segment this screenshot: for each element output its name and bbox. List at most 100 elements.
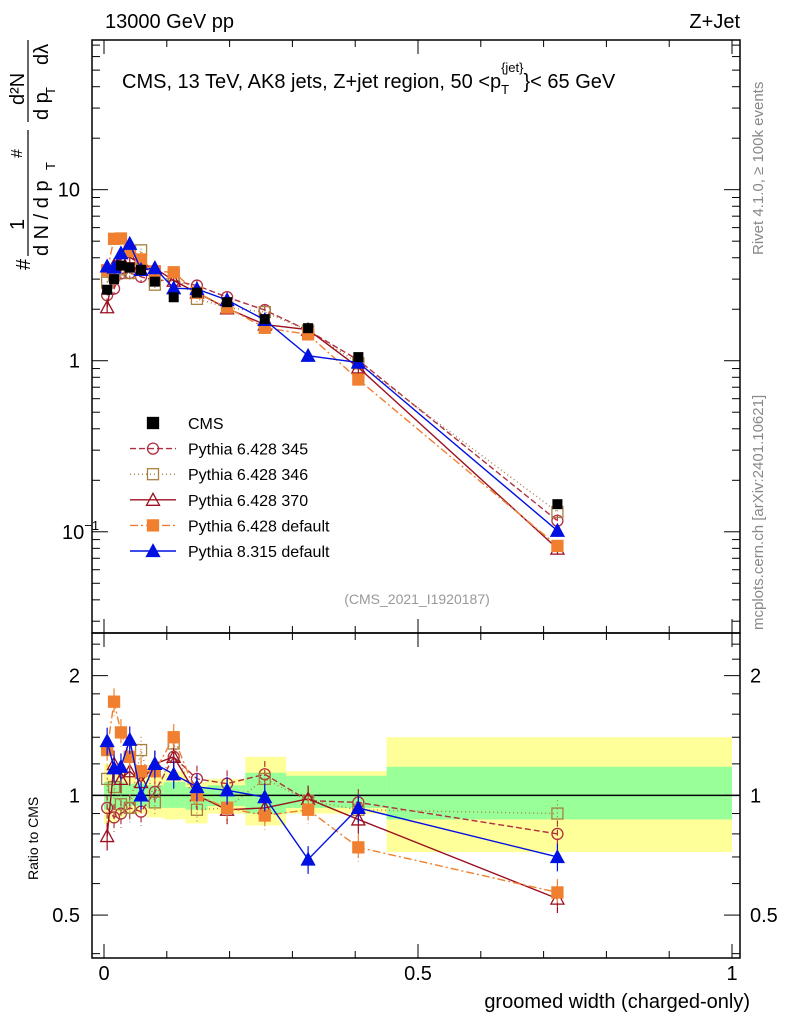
cms-data-point	[115, 260, 126, 271]
x-tick-label: 1	[726, 963, 737, 985]
ratio-tick-label: 1	[750, 785, 761, 807]
data-point	[258, 809, 271, 822]
data-point	[549, 849, 566, 864]
cms-data-point	[136, 264, 147, 275]
legend-marker	[146, 519, 160, 532]
svg-text:d²N: d²N	[7, 73, 29, 105]
ratio-tick-label: 2	[69, 666, 80, 688]
main-panel: 0 0.5 1 10−1 1 10 CMS Pythia 6.428 345 Pythia 6.…	[58, 39, 741, 985]
data-point	[99, 299, 115, 314]
data-point	[167, 266, 180, 279]
x-axis-label: groomed width (charged-only)	[484, 991, 750, 1013]
legend-label: Pythia 6.428 default	[188, 518, 330, 535]
svg-text:1: 1	[7, 219, 29, 230]
data-point	[350, 811, 366, 826]
svg-text:T: T	[43, 87, 58, 95]
x-tick-label: 0.5	[404, 963, 432, 985]
chart-title: CMS, 13 TeV, AK8 jets, Z+jet region, 50 …	[122, 60, 616, 97]
data-point	[113, 771, 129, 786]
cms-data-point	[259, 314, 270, 325]
svg-text:#: #	[9, 149, 26, 158]
legend-label: CMS	[188, 416, 224, 433]
svg-text:d N / d p: d N / d p	[31, 180, 53, 256]
data-point	[352, 841, 365, 854]
data-point	[551, 886, 564, 899]
ratio-tick-label: 0.5	[52, 905, 80, 927]
legend-marker	[146, 468, 160, 481]
data-point	[167, 731, 180, 744]
data-point	[352, 373, 365, 386]
legend-marker	[145, 543, 161, 558]
cms-data-point	[353, 352, 364, 363]
svg-text:#: #	[13, 258, 35, 270]
data-point	[219, 782, 235, 797]
data-point	[113, 245, 129, 260]
legend-label: Pythia 6.428 346	[188, 467, 308, 484]
legend-label: Pythia 6.428 370	[188, 493, 308, 510]
data-point	[123, 801, 136, 815]
side-text-bottom: mcplots.cern.ch [arXiv:2401.10621]	[750, 395, 767, 630]
data-point	[189, 779, 205, 794]
data-point	[551, 807, 564, 820]
svg-text:d p: d p	[31, 92, 53, 120]
data-point	[300, 851, 316, 866]
legend-label: Pythia 6.428 345	[188, 442, 308, 459]
legend-marker	[145, 491, 161, 506]
data-point	[350, 800, 366, 815]
side-text-top: Rivet 4.1.0, ≥ 100k events	[750, 82, 767, 255]
ratio-panel: 0.5 0.5 1 1 2 2	[52, 643, 778, 955]
legend-marker	[146, 416, 160, 430]
ratio-tick-label: 1	[69, 785, 80, 807]
data-point	[122, 731, 138, 746]
ratio-tick-label: 2	[750, 666, 761, 688]
data-point	[147, 756, 163, 771]
data-point	[114, 726, 128, 739]
ratio-y-label: Ratio to CMS	[25, 797, 41, 880]
x-tick-label: 0	[98, 963, 109, 985]
data-point	[100, 801, 114, 815]
data-point	[166, 766, 182, 781]
data-point	[257, 789, 273, 804]
data-point	[114, 232, 128, 245]
data-point	[133, 787, 149, 802]
data-point	[99, 828, 115, 843]
legend: CMS Pythia 6.428 345 Pythia 6.428 346 Pythi…	[130, 416, 330, 561]
cms-data-point	[191, 287, 202, 298]
header-left: 13000 GeV pp	[105, 11, 234, 33]
data-point	[551, 539, 564, 553]
y-axis-label: # 1 d N / d p T # d²N d p T dλ	[7, 40, 58, 270]
data-point	[107, 695, 121, 708]
cms-data-point	[102, 284, 113, 295]
svg-text:dλ: dλ	[31, 44, 53, 65]
y-tick-label: 10−1	[62, 518, 99, 544]
uncertainty-band-green	[386, 766, 732, 820]
svg-text:T: T	[43, 162, 58, 170]
legend-label: Pythia 8.315 default	[188, 544, 330, 561]
data-point	[122, 235, 138, 250]
cms-data-point	[168, 292, 179, 303]
cms-data-point	[109, 274, 120, 285]
header-right: Z+Jet	[689, 11, 740, 33]
analysis-label: (CMS_2021_I1920187)	[344, 591, 490, 607]
cms-data-point	[303, 323, 314, 334]
series-line-0	[106, 272, 558, 522]
data-point	[551, 827, 564, 841]
y-tick-label: 1	[69, 351, 80, 373]
data-point	[99, 733, 115, 748]
data-point	[148, 796, 162, 809]
data-point	[147, 260, 163, 275]
data-point	[300, 347, 316, 362]
cms-data-point	[149, 276, 160, 287]
ratio-tick-label: 0.5	[750, 905, 778, 927]
data-point	[113, 758, 129, 773]
data-point	[114, 798, 128, 811]
legend-marker	[146, 442, 160, 455]
cms-data-point	[124, 262, 135, 273]
y-tick-label: 10	[58, 180, 80, 202]
cms-data-point	[552, 499, 563, 510]
data-point	[134, 743, 148, 757]
data-point	[549, 522, 566, 537]
data-point	[301, 803, 315, 816]
cms-data-point	[222, 297, 233, 308]
